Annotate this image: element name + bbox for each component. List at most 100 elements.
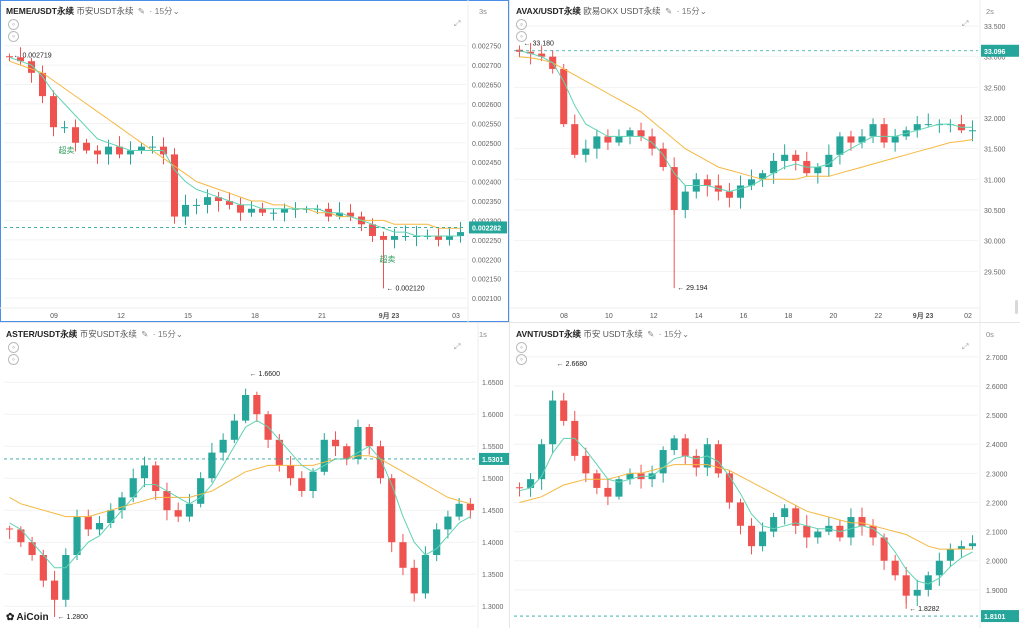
y-tick-label: 0.002150: [472, 277, 501, 284]
current-price-label: 0.002282: [472, 225, 501, 232]
expand-icon[interactable]: ⤢: [962, 19, 969, 28]
chart-panel-avax[interactable]: 33.500 33.000 32.500 32.000 31.500 31.000 30.5…: [510, 0, 1020, 322]
candle-body: [593, 473, 601, 488]
info-circle-icon[interactable]: ◦: [8, 354, 19, 365]
candle-body: [343, 446, 351, 459]
edit-icon[interactable]: ✎: [647, 329, 655, 339]
timeframe-selector[interactable]: · 15分: [149, 6, 173, 16]
timeframe-selector[interactable]: · 15分: [152, 329, 176, 339]
candle-body: [208, 452, 216, 479]
ma-slow-line: [9, 455, 471, 518]
edit-icon[interactable]: ✎: [141, 329, 149, 339]
info-circle-icon[interactable]: ◦: [516, 31, 527, 42]
y-tick-label: 0.002250: [472, 238, 501, 245]
candle-body: [50, 580, 59, 600]
settings-circle-icon[interactable]: ◦: [516, 19, 527, 30]
chevron-down-icon[interactable]: ⌄: [172, 6, 180, 16]
candle-body: [95, 523, 104, 530]
candle-body: [924, 124, 932, 126]
edit-icon[interactable]: ✎: [137, 6, 146, 16]
candle-body: [181, 204, 190, 217]
candle-body: [410, 567, 418, 594]
timeframe-selector[interactable]: · 15分: [658, 329, 682, 339]
candle-body: [365, 427, 373, 447]
candle-body: [891, 560, 899, 576]
chevron-down-icon[interactable]: ⌄: [699, 6, 707, 16]
countdown-label: 2s: [986, 7, 994, 16]
candle-body: [913, 589, 921, 596]
candle-body: [538, 444, 546, 480]
candle-body: [346, 212, 355, 217]
candle-body: [401, 235, 410, 237]
candle-body: [847, 136, 855, 143]
settings-circle-icon[interactable]: ◦: [516, 342, 527, 353]
countdown-label: 0s: [986, 330, 994, 339]
x-tick-label: 10: [605, 313, 613, 320]
candle-body: [946, 549, 954, 561]
candle-body: [298, 478, 306, 491]
candle-body: [444, 516, 452, 530]
candle-body: [615, 136, 623, 143]
settings-circle-icon[interactable]: ◦: [8, 342, 19, 353]
high-price-annotation: ← 2.6680: [557, 361, 587, 368]
chart-panel-avnt[interactable]: 2.7000 2.6000 2.5000 2.4000 2.3000 2.2000 2.10…: [510, 323, 1020, 628]
candle-body: [637, 130, 645, 137]
candle-body: [714, 444, 722, 474]
y-tick-label: 1.3000: [482, 604, 504, 611]
aicoin-logo: ✿ AiCoin: [6, 612, 49, 623]
chevron-down-icon[interactable]: ⌄: [175, 329, 183, 339]
edit-icon[interactable]: ✎: [665, 6, 673, 16]
y-tick-label: 2.0000: [986, 559, 1008, 566]
x-tick-label: 09: [50, 313, 58, 320]
y-tick-label: 32.000: [984, 116, 1006, 123]
expand-icon[interactable]: ⤢: [962, 342, 969, 351]
candle-body: [163, 491, 171, 511]
candle-body: [214, 197, 223, 202]
candle-body: [247, 208, 256, 213]
chart-svg-aster[interactable]: 1.6500 1.6000 1.5500 1.5000 1.4500 1.4000 1.35…: [0, 323, 509, 628]
candle-body: [280, 208, 289, 213]
settings-circle-icon[interactable]: ◦: [8, 19, 19, 30]
y-tick-label: 2.5000: [986, 413, 1008, 420]
candle-body: [968, 130, 977, 132]
candle-body: [170, 154, 179, 217]
info-circle-icon[interactable]: ◦: [516, 354, 527, 365]
y-tick-label: 1.6500: [482, 380, 504, 387]
candle-body: [434, 235, 443, 240]
chart-svg-meme[interactable]: 0.002750 0.002700 0.002650 0.002600 0.002550…: [0, 0, 509, 322]
candle-body: [107, 510, 115, 523]
panel-divider-horizontal[interactable]: [0, 322, 1020, 323]
y-tick-label: 2.6000: [986, 384, 1008, 391]
candle-body: [137, 146, 146, 151]
scrollbar[interactable]: [1015, 300, 1018, 314]
candle-body: [219, 439, 227, 453]
symbol-label[interactable]: MEME/USDT永续: [6, 6, 75, 16]
timeframe-selector[interactable]: · 15分: [676, 6, 700, 16]
y-tick-label: 0.002700: [472, 63, 501, 70]
candle-body: [253, 395, 261, 415]
expand-icon[interactable]: ⤢: [454, 19, 461, 28]
y-tick-label: 1.5000: [482, 476, 504, 483]
ma-fast-line: [519, 437, 973, 585]
candle-body: [538, 53, 546, 57]
chevron-down-icon[interactable]: ⌄: [681, 329, 690, 339]
info-circle-icon[interactable]: ◦: [8, 31, 19, 42]
candle-body: [781, 508, 789, 518]
chart-panel-aster[interactable]: 1.6500 1.6000 1.5500 1.5000 1.4500 1.4000 1.35…: [0, 323, 509, 628]
symbol-label[interactable]: AVNT/USDT永续: [516, 329, 582, 339]
panel-divider-vertical[interactable]: [509, 0, 510, 628]
candle-body: [924, 575, 932, 590]
low-price-annotation: ← 29.194: [677, 285, 707, 292]
x-tick-label: 12: [117, 313, 125, 320]
candle-body: [455, 503, 463, 517]
chart-svg-avnt[interactable]: 2.7000 2.6000 2.5000 2.4000 2.3000 2.2000 2.10…: [510, 323, 1020, 628]
chart-panel-meme[interactable]: 0.002750 0.002700 0.002650 0.002600 0.002550…: [0, 0, 509, 322]
expand-icon[interactable]: ⤢: [454, 342, 461, 351]
chart-svg-avax[interactable]: 33.500 33.000 32.500 32.000 31.500 31.000 30.5…: [510, 0, 1020, 322]
candle-body: [847, 517, 855, 538]
ma-slow-line: [9, 60, 461, 229]
symbol-label[interactable]: AVAX/USDT永续: [516, 6, 581, 16]
y-tick-label: 29.500: [984, 269, 1006, 276]
symbol-label[interactable]: ASTER/USDT永续: [6, 329, 78, 339]
ma-fast-line: [519, 50, 973, 193]
